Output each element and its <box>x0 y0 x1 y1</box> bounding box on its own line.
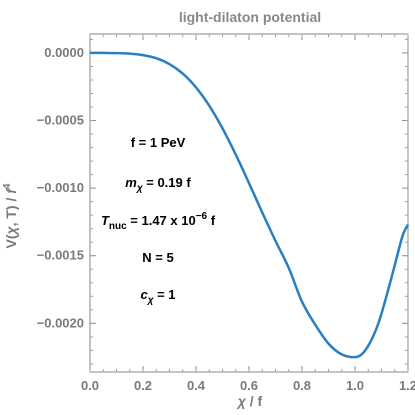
x-tick-label: 0.4 <box>187 378 206 393</box>
y-tick-label: −0.0005 <box>37 113 84 128</box>
x-axis-label: χ / f <box>236 393 263 409</box>
annotation-n: N = 5 <box>142 250 173 265</box>
x-tick-label: 0.2 <box>134 378 152 393</box>
chart-title: light-dilaton potential <box>179 9 321 25</box>
plot-border <box>89 33 409 373</box>
plot-frame <box>89 33 409 373</box>
x-tick-label: 0.0 <box>81 378 99 393</box>
series-layer <box>89 51 410 359</box>
y-tick-label: 0.0000 <box>44 45 84 60</box>
annotation-m-chi: mχ = 0.19 f <box>125 175 191 194</box>
annotations: f = 1 PeV mχ = 0.19 f Tnuc = 1.47 x 10−6… <box>101 135 216 306</box>
y-tick-label: −0.0010 <box>37 180 84 195</box>
y-axis-label: V(χ, T) / f4 <box>2 183 19 248</box>
x-tick-label: 0.8 <box>293 378 311 393</box>
series-line <box>89 51 410 359</box>
y-tick-label: −0.0015 <box>37 248 84 263</box>
x-axis-ticks: 0.0 0.2 0.4 0.6 0.8 1.0 1.2 <box>81 34 415 393</box>
y-tick-label: −0.0020 <box>37 315 84 330</box>
x-tick-label: 0.6 <box>240 378 258 393</box>
y-axis-ticks: 0.0000 −0.0005 −0.0010 −0.0015 −0.0020 <box>37 38 408 365</box>
x-tick-label: 1.0 <box>346 378 364 393</box>
annotation-c-chi: cχ = 1 <box>140 287 175 306</box>
annotation-t-nuc: Tnuc = 1.47 x 10−6 f <box>101 211 216 232</box>
x-tick-label: 1.2 <box>399 378 415 393</box>
annotation-f: f = 1 PeV <box>131 135 186 150</box>
